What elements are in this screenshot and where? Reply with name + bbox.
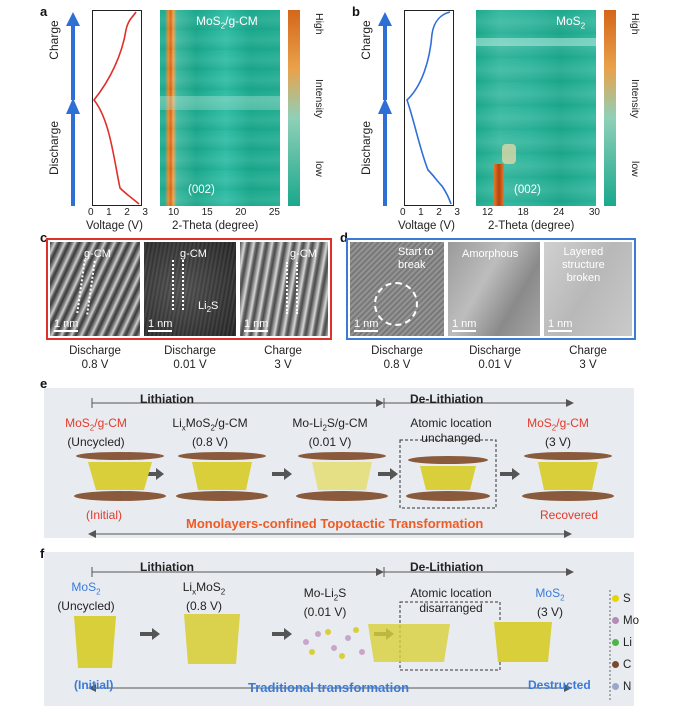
colorbar-low-a: low bbox=[313, 161, 325, 177]
theta-axis-label-b: 2-Theta (degree) bbox=[488, 220, 575, 232]
scheme-lines-e bbox=[88, 398, 574, 538]
panel-label-b: b bbox=[352, 4, 360, 19]
xrd-heatmap-b bbox=[476, 10, 596, 206]
charge-label-b: Charge bbox=[359, 20, 373, 60]
structures-e bbox=[74, 452, 614, 501]
legend-c: C bbox=[612, 654, 639, 676]
lithiation-label-f: Lithiation bbox=[140, 560, 194, 574]
tem-frame-d bbox=[346, 238, 636, 340]
discharge-label-a: Discharge bbox=[47, 120, 61, 176]
legend-n: N bbox=[612, 676, 639, 698]
theta-ticks-a: 10 15 20 25 bbox=[168, 207, 280, 218]
voltage-axis-label-a: Voltage (V) bbox=[86, 220, 143, 232]
voltage-profile-b bbox=[404, 10, 454, 206]
tem-image-d3: Layered structure broken 1 nm bbox=[544, 242, 632, 336]
colorbar-b bbox=[604, 10, 616, 206]
structures-f bbox=[74, 614, 552, 668]
stage-label-f3: Mo-Li2S (0.01 V) bbox=[303, 586, 347, 620]
stage-label-e1: MoS2/g-CM (Uncycled) bbox=[65, 416, 127, 450]
caption-c2: Discharge 0.01 V bbox=[164, 345, 216, 371]
stage-label-e4: Atomic location unchanged bbox=[410, 416, 492, 445]
initial-label-f: (Initial) bbox=[74, 678, 114, 692]
caption-d3: Charge 3 V bbox=[569, 345, 607, 371]
charge-discharge-arrows-b bbox=[378, 12, 392, 206]
colorbar-high-b: High bbox=[629, 13, 641, 35]
delithiation-label-f: De-Lithiation bbox=[410, 560, 484, 574]
panel-label-a: a bbox=[40, 4, 48, 19]
colorbar-high-a: High bbox=[313, 13, 325, 35]
peak-label-a: (002) bbox=[188, 184, 215, 196]
charge-label-a: Charge bbox=[47, 20, 61, 60]
colorbar-mid-a: Intensity bbox=[313, 79, 325, 119]
panel-label-d: d bbox=[340, 230, 348, 245]
stage-label-f5: MoS2 (3 V) bbox=[535, 586, 565, 620]
theta-ticks-b: 12 18 24 30 bbox=[482, 207, 600, 218]
colorbar-low-b: low bbox=[629, 161, 641, 177]
atom-legend: S Mo Li C N bbox=[612, 588, 639, 698]
destructed-label-f: Destructed bbox=[528, 678, 591, 692]
stage-label-e2: LixMoS2/g-CM (0.8 V) bbox=[172, 416, 248, 450]
voltage-profile-a bbox=[92, 10, 142, 206]
voltage-axis-label-b: Voltage (V) bbox=[398, 220, 455, 232]
recovered-label-e: Recovered bbox=[540, 508, 599, 522]
legend-s: S bbox=[612, 588, 639, 610]
panel-label-e: e bbox=[40, 376, 48, 391]
map-title-a: MoS2/g-CM bbox=[196, 14, 258, 31]
stage-label-f2: LixMoS2 (0.8 V) bbox=[182, 580, 226, 614]
tem-image-c1: g-CM 1 nm bbox=[50, 242, 140, 336]
map-title-b: MoS2 bbox=[556, 14, 586, 31]
caption-c3: Charge 3 V bbox=[264, 345, 302, 371]
charge-discharge-arrows-a bbox=[66, 12, 80, 206]
legend-mo: Mo bbox=[612, 610, 639, 632]
stage-label-e5: MoS2/g-CM (3 V) bbox=[527, 416, 589, 450]
caption-c1: Discharge 0.8 V bbox=[69, 345, 121, 371]
tem-image-c3: g-CM 1 nm bbox=[240, 242, 328, 336]
colorbar-mid-b: Intensity bbox=[629, 79, 641, 119]
legend-li: Li bbox=[612, 632, 639, 654]
panel-label-f: f bbox=[40, 546, 45, 561]
banner-f: Traditional transformation bbox=[248, 680, 410, 695]
theta-axis-label-a: 2-Theta (degree) bbox=[172, 220, 259, 232]
colorbar-a bbox=[288, 10, 300, 206]
peak-label-b: (002) bbox=[514, 184, 541, 196]
stage-label-f1: MoS2 (Uncycled) bbox=[57, 580, 115, 614]
tem-image-d1: Start to break 1 nm bbox=[350, 242, 444, 336]
discharge-label-b: Discharge bbox=[359, 120, 373, 176]
stage-label-e3: Mo-Li2S/g-CM (0.01 V) bbox=[292, 416, 368, 450]
banner-e: Monolayers-confined Topotactic Transform… bbox=[186, 516, 484, 531]
caption-d1: Discharge 0.8 V bbox=[371, 345, 423, 371]
lithiation-label-e: Lithiation bbox=[140, 392, 194, 406]
xrd-heatmap-a bbox=[160, 10, 280, 206]
tem-image-d2: Amorphous 1 nm bbox=[448, 242, 540, 336]
caption-d2: Discharge 0.01 V bbox=[469, 345, 521, 371]
initial-label-e: (Initial) bbox=[86, 508, 123, 522]
tem-frame-c bbox=[46, 238, 332, 340]
tem-image-c2: g-CM Li2S 1 nm bbox=[144, 242, 236, 336]
stage-label-f4: Atomic location disarranged bbox=[410, 586, 492, 615]
delithiation-label-e: De-Lithiation bbox=[410, 392, 484, 406]
panel-label-c: c bbox=[40, 230, 48, 245]
